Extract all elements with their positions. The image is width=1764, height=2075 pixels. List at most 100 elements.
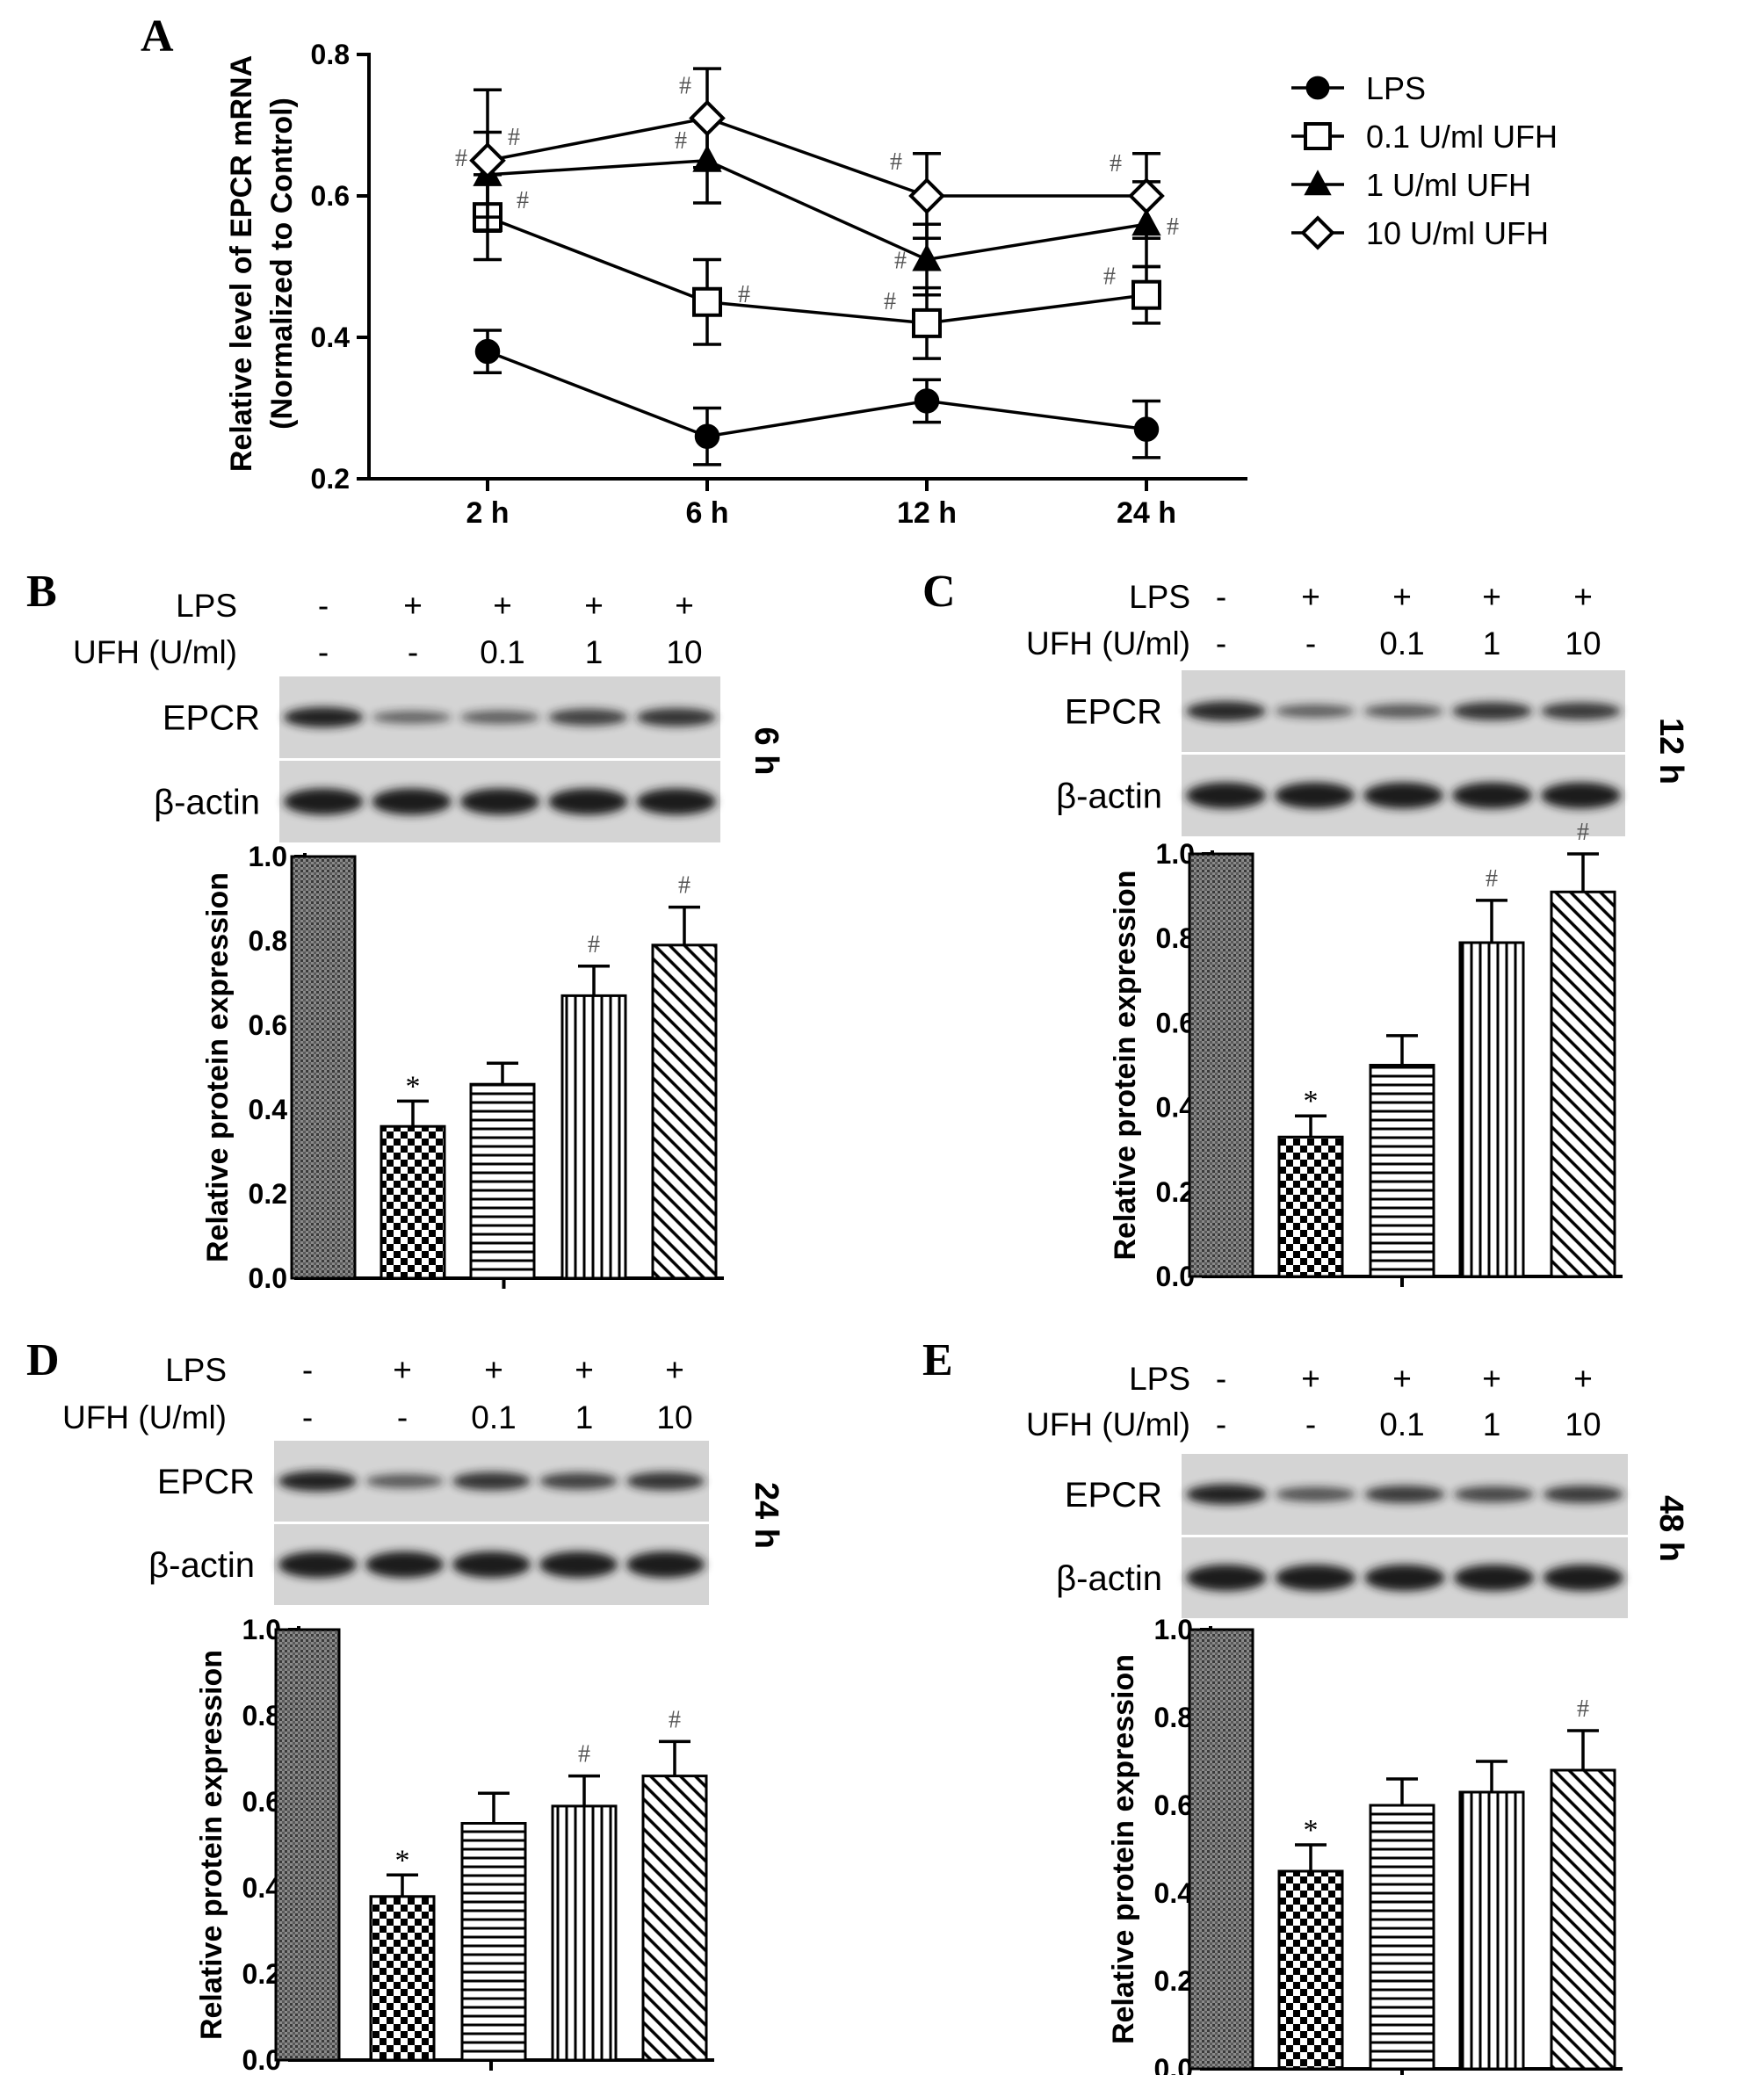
bar [290, 855, 357, 1280]
legend-label: 10 U/ml UFH [1366, 215, 1549, 251]
bar [1458, 941, 1525, 1278]
bar-y-axis-title: Relative protein expression [1109, 870, 1142, 1260]
panel-a-series-line [487, 158, 1147, 262]
epcr-row-label: EPCR [1065, 693, 1162, 732]
panel-a-data-point [474, 338, 501, 365]
actin-band [1186, 1565, 1267, 1591]
actin-band [625, 1551, 705, 1578]
ufh-condition: - [302, 1399, 313, 1435]
epcr-band [459, 710, 540, 725]
epcr-band [278, 1471, 358, 1492]
panel-a-axes: 0.2 0.4 0.6 0.8 2 h 6 h 12 h 24 h [311, 39, 1247, 530]
panel-a-data-point [908, 177, 945, 214]
actin-band [459, 788, 540, 815]
panel-a-data-point [1131, 279, 1161, 310]
ufh-condition: 10 [666, 634, 702, 670]
lps-condition: + [1392, 1361, 1412, 1397]
time-point-label: 24 h [748, 1482, 784, 1549]
bar [1188, 852, 1254, 1278]
panel-a-x-tick-label: 2 h [466, 496, 509, 530]
panel-a-series-line [487, 116, 1146, 198]
bar-significance-mark: # [588, 931, 600, 958]
panel-a-series-0 [474, 329, 1160, 466]
bar-y-tick-label: 0.0 [1154, 2053, 1193, 2075]
actin-band [372, 788, 452, 815]
actin-band [1543, 1565, 1623, 1591]
lps-condition: + [1301, 1361, 1320, 1397]
panel-a-data-point [694, 423, 720, 449]
actin-band [452, 1551, 531, 1578]
panel-a-data-point [914, 388, 940, 414]
ufh-condition: - [1216, 625, 1226, 662]
lps-condition: + [675, 588, 694, 624]
lps-row-label: LPS [165, 1352, 227, 1388]
bar-y-axis-title: Relative protein expression [195, 1650, 228, 2040]
lps-condition: + [1573, 579, 1593, 615]
epcr-band [452, 1471, 531, 1491]
panel-a-significance-mark: # [455, 145, 467, 172]
bar-y-tick-label: 0.2 [1154, 1965, 1193, 1997]
panel-a-data-point [1128, 177, 1165, 214]
actin-band [636, 788, 716, 815]
epcr-band [636, 708, 716, 727]
epcr-band [1275, 1486, 1356, 1502]
legend-label: 1 U/ml UFH [1366, 167, 1531, 203]
bar [651, 944, 718, 1280]
panel-a-significance-mark: # [517, 187, 529, 214]
ufh-condition: 0.1 [1379, 1406, 1424, 1442]
actin-band [539, 1551, 618, 1578]
lps-row-label: LPS [1129, 1361, 1190, 1397]
actin-band [1453, 1565, 1535, 1591]
panel-letter-c: C [922, 567, 956, 617]
ufh-condition: 10 [1565, 1406, 1601, 1442]
panel-a-x-tick-label: 24 h [1117, 496, 1176, 530]
legend-marker [1305, 76, 1330, 100]
legend-marker [1300, 215, 1335, 250]
bar-y-tick-label: 1.0 [249, 841, 287, 872]
epcr-band [539, 1472, 618, 1490]
panel-a-series-line [487, 350, 1147, 438]
panel-a-x-tick-label: 6 h [685, 496, 728, 530]
lps-condition: + [484, 1352, 503, 1388]
bar-y-tick-label: 0.8 [249, 925, 287, 957]
ufh-condition: - [1305, 1406, 1316, 1442]
ufh-row-label: UFH (U/ml) [1026, 625, 1190, 662]
ufh-condition: 0.1 [480, 634, 524, 670]
ufh-row-label: UFH (U/ml) [62, 1399, 227, 1435]
legend-label: LPS [1366, 70, 1426, 106]
epcr-band [1186, 701, 1266, 721]
lps-row-label: LPS [176, 588, 237, 624]
epcr-band [372, 711, 452, 724]
time-point-label: 6 h [748, 727, 784, 776]
bar-significance-mark: # [578, 1741, 590, 1768]
actin-row-label: β-actin [1056, 777, 1162, 816]
legend-item: 0.1 U/ml UFH [1291, 119, 1558, 155]
actin-band [284, 788, 364, 815]
ufh-condition: 10 [1565, 625, 1601, 662]
panel-letter-d: D [26, 1335, 60, 1385]
lps-condition: + [1301, 579, 1320, 615]
panel-letter-b: B [26, 567, 57, 617]
bar [274, 1628, 341, 2062]
bar-y-axis-title: Relative protein expression [1107, 1654, 1140, 2044]
panel-a-significance-mark: # [738, 281, 750, 308]
ufh-condition: - [1305, 625, 1316, 662]
bar-y-tick-label: 1.0 [1154, 1614, 1193, 1645]
ufh-condition: - [318, 634, 329, 670]
bar [460, 1822, 527, 2062]
epcr-band [1453, 1486, 1535, 1503]
lps-condition: + [493, 588, 512, 624]
panel-a-legend: LPS 0.1 U/ml UFH 1 U/ml UFH 10 U/ml UFH [1291, 70, 1558, 251]
bar-significance-mark: # [1486, 865, 1498, 893]
panel-a-series: # # # # # # # # # # # # [455, 67, 1179, 466]
lps-condition: + [1482, 579, 1501, 615]
bar [369, 1895, 436, 2062]
bar-significance-mark: # [678, 872, 690, 900]
ufh-condition: 10 [656, 1399, 692, 1435]
panel-a: A Relative level of EPCR mRNA (Normalize… [141, 11, 1558, 530]
panel-a-significance-mark: # [884, 288, 896, 315]
lps-row-label: LPS [1129, 579, 1190, 615]
panel-b: B LPS UFH (U/ml) - - + - +0.1 +1 +10 EPCR β-actin 6 … [26, 567, 784, 1294]
